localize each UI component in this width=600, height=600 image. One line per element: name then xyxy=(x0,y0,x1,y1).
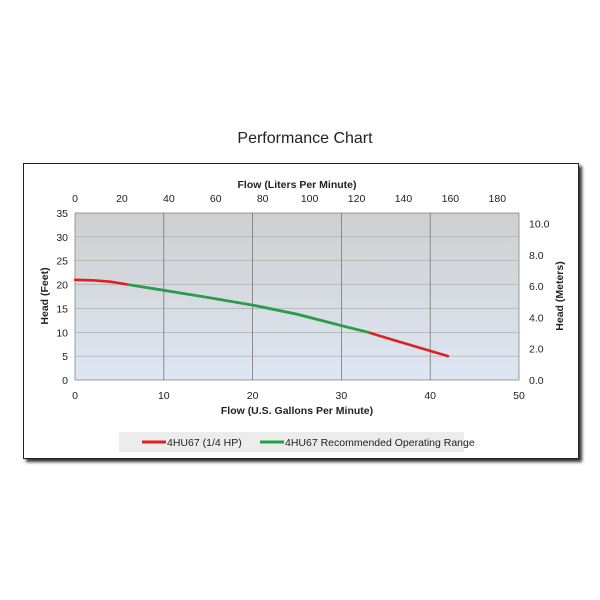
x2-tick-label: 180 xyxy=(489,193,507,205)
y-tick-label: 0 xyxy=(62,375,68,387)
x-tick-label: 10 xyxy=(158,390,170,402)
plot-area xyxy=(74,212,520,381)
x-tick-label: 50 xyxy=(513,390,525,402)
legend-label-green: 4HU67 Recommended Operating Range xyxy=(285,437,475,449)
y-tick-label: 25 xyxy=(56,256,68,268)
chart-title: Performance Chart xyxy=(237,130,373,147)
y2-axis-label: Head (Meters) xyxy=(554,261,566,330)
y-tick-label: 35 xyxy=(56,208,68,220)
y-tick-label: 10 xyxy=(56,327,68,339)
x2-tick-label: 100 xyxy=(301,193,319,205)
y-tick-label: 30 xyxy=(56,232,68,244)
x2-tick-label: 60 xyxy=(210,193,222,205)
operating-range-line xyxy=(127,283,370,334)
x2-tick-label: 40 xyxy=(163,193,175,205)
x-axis-label: Flow (U.S. Gallons Per Minute) xyxy=(221,405,373,417)
y2-tick-label: 10.0 xyxy=(529,218,550,230)
y2-tick-label: 0.0 xyxy=(529,375,544,387)
x2-tick-label: 80 xyxy=(257,193,269,205)
y2-tick-label: 2.0 xyxy=(529,344,544,356)
x-tick-label: 20 xyxy=(247,390,259,402)
x2-tick-label: 140 xyxy=(395,193,413,205)
y2-tick-label: 4.0 xyxy=(529,312,544,324)
legend-label-red: 4HU67 (1/4 HP) xyxy=(167,437,242,449)
x2-tick-label: 20 xyxy=(116,193,128,205)
y-tick-label: 15 xyxy=(56,303,68,315)
x-tick-label: 0 xyxy=(72,390,78,402)
y-axis-label: Head (Feet) xyxy=(39,267,51,324)
legend xyxy=(119,432,464,452)
x2-tick-label: 0 xyxy=(72,193,78,205)
x-tick-label: 30 xyxy=(336,390,348,402)
y2-tick-label: 6.0 xyxy=(529,281,544,293)
x2-tick-label: 120 xyxy=(348,193,366,205)
y2-tick-label: 8.0 xyxy=(529,250,544,262)
x-tick-label: 40 xyxy=(424,390,436,402)
y-tick-label: 5 xyxy=(62,351,68,363)
x2-tick-label: 160 xyxy=(442,193,460,205)
y-tick-label: 20 xyxy=(56,280,68,292)
x2-axis-label: Flow (Liters Per Minute) xyxy=(237,179,356,191)
